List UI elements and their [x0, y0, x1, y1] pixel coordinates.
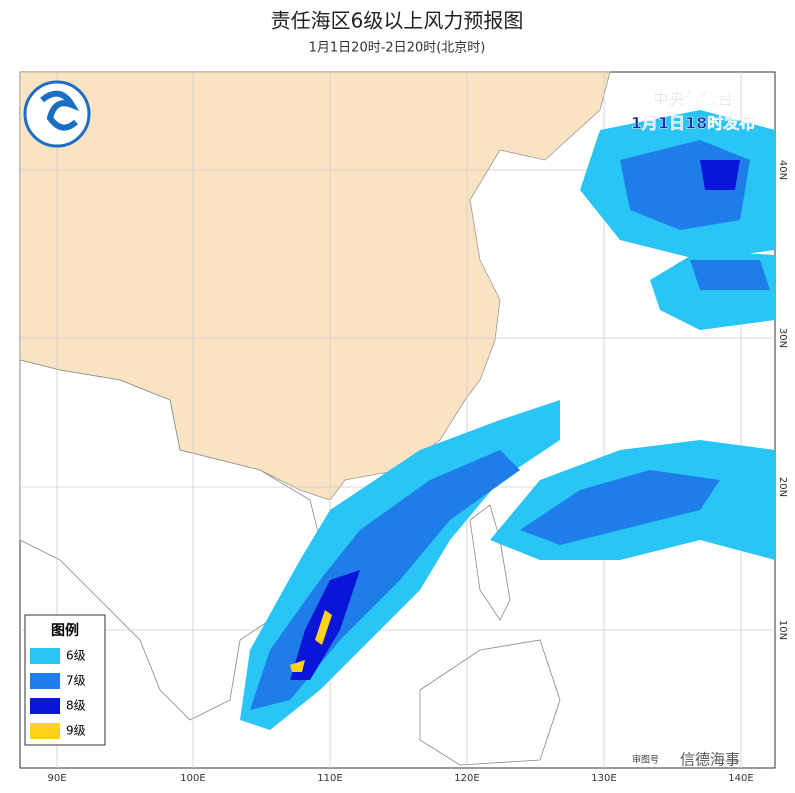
lon-label: 130E — [591, 773, 616, 784]
lat-label: 30N — [777, 328, 788, 348]
lat-label: 10N — [777, 620, 788, 640]
watermark: 信德海事 — [680, 751, 740, 769]
lon-label: 120E — [454, 773, 479, 784]
wind-areas — [240, 110, 775, 730]
legend-item: 9级 — [66, 724, 86, 738]
lon-label: 110E — [317, 773, 342, 784]
legend-item: 7级 — [66, 674, 86, 688]
legend-title: 图例 — [51, 622, 79, 639]
title: 责任海区6级以上风力预报图 — [271, 9, 524, 33]
lon-label: 140E — [728, 773, 753, 784]
lat-label: 40N — [777, 160, 788, 180]
lat-label: 20N — [777, 477, 788, 497]
subtitle: 1月1日20时-2日20时(北京时) — [309, 41, 486, 56]
legend-item: 8级 — [66, 699, 86, 713]
issuer-time: 1月1日18时发布 — [631, 114, 756, 133]
lon-label: 90E — [47, 773, 66, 784]
issuer-name: 中央气象台 — [653, 90, 733, 109]
approval: 审图号 — [632, 754, 659, 766]
legend: 图例 6级 7级 8级 9级 — [24, 614, 106, 746]
logo — [23, 80, 91, 148]
lon-label: 100E — [180, 773, 205, 784]
legend-item: 6级 — [66, 649, 86, 663]
